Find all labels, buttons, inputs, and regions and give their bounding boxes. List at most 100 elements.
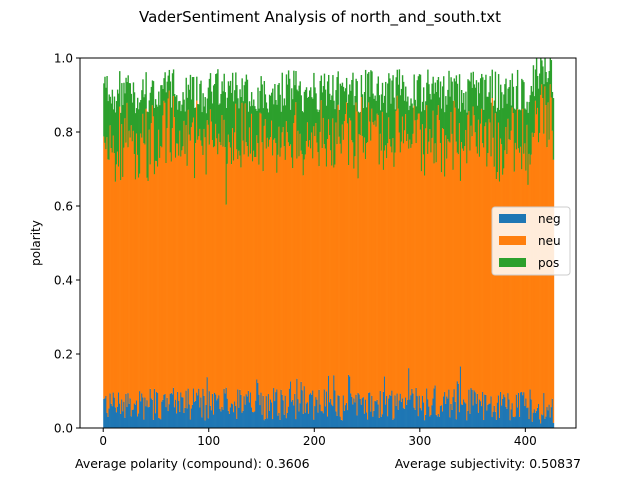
bar-neg xyxy=(148,406,151,428)
bar-pos xyxy=(268,94,271,140)
bar-pos xyxy=(236,85,238,150)
bar-pos xyxy=(145,72,147,109)
bar-pos xyxy=(312,98,314,159)
bar-pos xyxy=(377,76,380,116)
bar-neg xyxy=(544,418,546,428)
bar-neg xyxy=(243,396,245,428)
bar-pos xyxy=(193,107,196,179)
bar-pos xyxy=(329,93,331,136)
bar-neg xyxy=(162,399,164,428)
bar-neu xyxy=(343,121,346,411)
bar-neg xyxy=(187,388,190,428)
bar-pos xyxy=(452,100,454,170)
bar-neg xyxy=(479,401,482,428)
bar-neu xyxy=(489,122,491,404)
bar-pos xyxy=(406,101,408,142)
bar-neu xyxy=(424,175,426,421)
bar-neg xyxy=(335,411,337,428)
bar-neg xyxy=(217,398,219,428)
bar-neg xyxy=(269,399,272,428)
bar-pos xyxy=(248,101,251,128)
bar-neg xyxy=(333,375,335,428)
bar-neg xyxy=(337,395,339,428)
bar-pos xyxy=(397,84,400,109)
bar-pos xyxy=(493,100,496,167)
bar-pos xyxy=(548,71,550,140)
bar-neg xyxy=(375,401,377,428)
bar-neu xyxy=(546,147,548,408)
bar-neg xyxy=(145,406,147,428)
bar-neg xyxy=(123,401,125,428)
bar-neg xyxy=(129,398,132,428)
bar-neu xyxy=(258,164,260,395)
bar-pos xyxy=(403,100,406,131)
bar-neg xyxy=(413,407,415,428)
bar-pos xyxy=(531,91,534,133)
bar-pos xyxy=(473,84,476,116)
y-axis-label: polarity xyxy=(29,220,43,266)
bar-neu xyxy=(476,153,479,394)
bar-pos xyxy=(155,104,158,162)
bar-neg xyxy=(446,396,448,428)
bar-pos xyxy=(168,69,171,91)
bar-pos xyxy=(127,75,129,148)
bar-neu xyxy=(218,133,220,396)
bar-neg xyxy=(443,396,445,428)
bar-pos xyxy=(262,108,264,172)
bar-neg xyxy=(163,394,165,428)
bar-neg xyxy=(433,388,435,428)
bar-neu xyxy=(456,152,459,382)
bar-neu xyxy=(395,110,397,406)
bar-pos xyxy=(409,105,411,140)
bar-neg xyxy=(239,389,241,428)
bar-neu xyxy=(474,132,477,393)
bar-neu xyxy=(521,169,523,392)
bar-neg xyxy=(348,374,350,428)
bar-pos xyxy=(121,83,123,125)
bar-neu xyxy=(498,181,501,418)
bar-neu xyxy=(326,139,329,417)
bar-neg xyxy=(202,388,204,428)
bar-neg xyxy=(417,416,420,428)
bar-neu xyxy=(448,141,450,390)
bar-pos xyxy=(104,76,106,143)
bar-neu xyxy=(130,125,133,417)
bar-neu xyxy=(176,143,178,414)
bar-neg xyxy=(361,398,364,428)
bar-neg xyxy=(133,403,136,428)
bar-pos xyxy=(384,81,387,146)
bar-neg xyxy=(548,404,550,428)
bar-neu xyxy=(186,165,188,409)
bar-pos xyxy=(474,87,477,133)
bar-neu xyxy=(210,121,213,411)
bar-pos xyxy=(393,97,395,167)
bar-neg xyxy=(475,403,478,428)
bar-neg xyxy=(457,383,460,428)
bar-neg xyxy=(336,415,338,428)
bar-pos xyxy=(171,73,174,129)
bar-neg xyxy=(338,395,340,428)
bar-neg xyxy=(360,404,363,428)
bar-pos xyxy=(530,85,533,155)
bar-neu xyxy=(162,115,164,400)
bar-neu xyxy=(161,147,163,402)
bar-neu xyxy=(207,124,210,419)
bar-pos xyxy=(374,95,376,121)
legend: neg neu pos xyxy=(491,206,571,276)
bar-neu xyxy=(180,156,182,393)
bar-pos xyxy=(161,85,163,148)
bar-neg xyxy=(219,408,221,428)
bar-neu xyxy=(386,158,388,396)
bar-pos xyxy=(495,111,498,180)
bar-neg xyxy=(114,407,117,428)
bar-pos xyxy=(174,96,177,158)
bar-neu xyxy=(154,160,157,414)
bar-neg xyxy=(515,394,518,428)
bar-neg xyxy=(527,407,529,428)
bar-neu xyxy=(149,164,152,389)
bar-neu xyxy=(114,181,117,408)
bar-neu xyxy=(403,130,406,409)
bar-pos xyxy=(487,96,489,154)
bar-pos xyxy=(539,73,541,133)
bar-pos xyxy=(259,90,261,113)
